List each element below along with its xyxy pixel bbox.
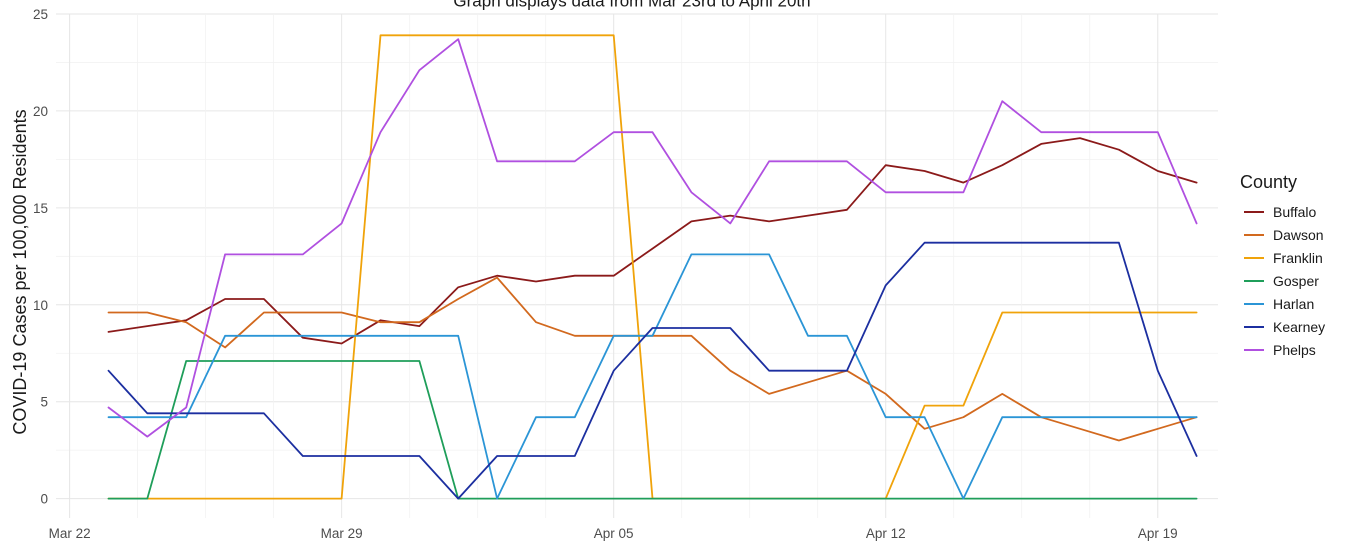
series-lines	[107, 34, 1198, 500]
legend-label-phelps: Phelps	[1273, 342, 1316, 358]
chart-subtitle: Graph displays data from Mar 23rd to Apr…	[453, 0, 810, 10]
legend-label-franklin: Franklin	[1273, 250, 1323, 266]
series-line-phelps	[107, 38, 1198, 438]
legend-title: County	[1240, 172, 1297, 192]
series-line-dawson	[107, 276, 1198, 442]
legend-label-harlan: Harlan	[1273, 296, 1314, 312]
y-tick-label: 25	[33, 7, 48, 22]
y-tick-label: 0	[40, 492, 48, 507]
x-tick-label: Apr 05	[594, 526, 634, 541]
x-tick-label: Mar 29	[321, 526, 363, 541]
series-line-kearney	[107, 241, 1198, 500]
legend-label-dawson: Dawson	[1273, 227, 1324, 243]
legend-label-buffalo: Buffalo	[1273, 204, 1317, 220]
x-axis-ticks: Mar 22 Mar 29 Apr 05 Apr 12 Apr 19	[49, 526, 1178, 541]
y-tick-label: 5	[40, 395, 48, 410]
y-tick-label: 10	[33, 298, 48, 313]
x-tick-label: Apr 12	[866, 526, 906, 541]
y-tick-label: 20	[33, 104, 48, 119]
y-axis-ticks: 0 5 10 15 20 25	[33, 7, 48, 507]
grid	[56, 13, 1218, 518]
x-tick-label: Apr 19	[1138, 526, 1178, 541]
legend-label-gosper: Gosper	[1273, 273, 1319, 289]
legend: County Buffalo Dawson Franklin Gosper Harlan…	[1240, 172, 1325, 358]
series-line-franklin	[107, 34, 1198, 500]
series-line-harlan	[107, 253, 1198, 500]
series-line-gosper	[107, 360, 1198, 500]
y-axis-title: COVID-19 Cases per 100,000 Residents	[10, 109, 30, 434]
x-tick-label: Mar 22	[49, 526, 91, 541]
y-tick-label: 15	[33, 201, 48, 216]
legend-label-kearney: Kearney	[1273, 319, 1325, 335]
series-line-buffalo	[107, 137, 1198, 345]
